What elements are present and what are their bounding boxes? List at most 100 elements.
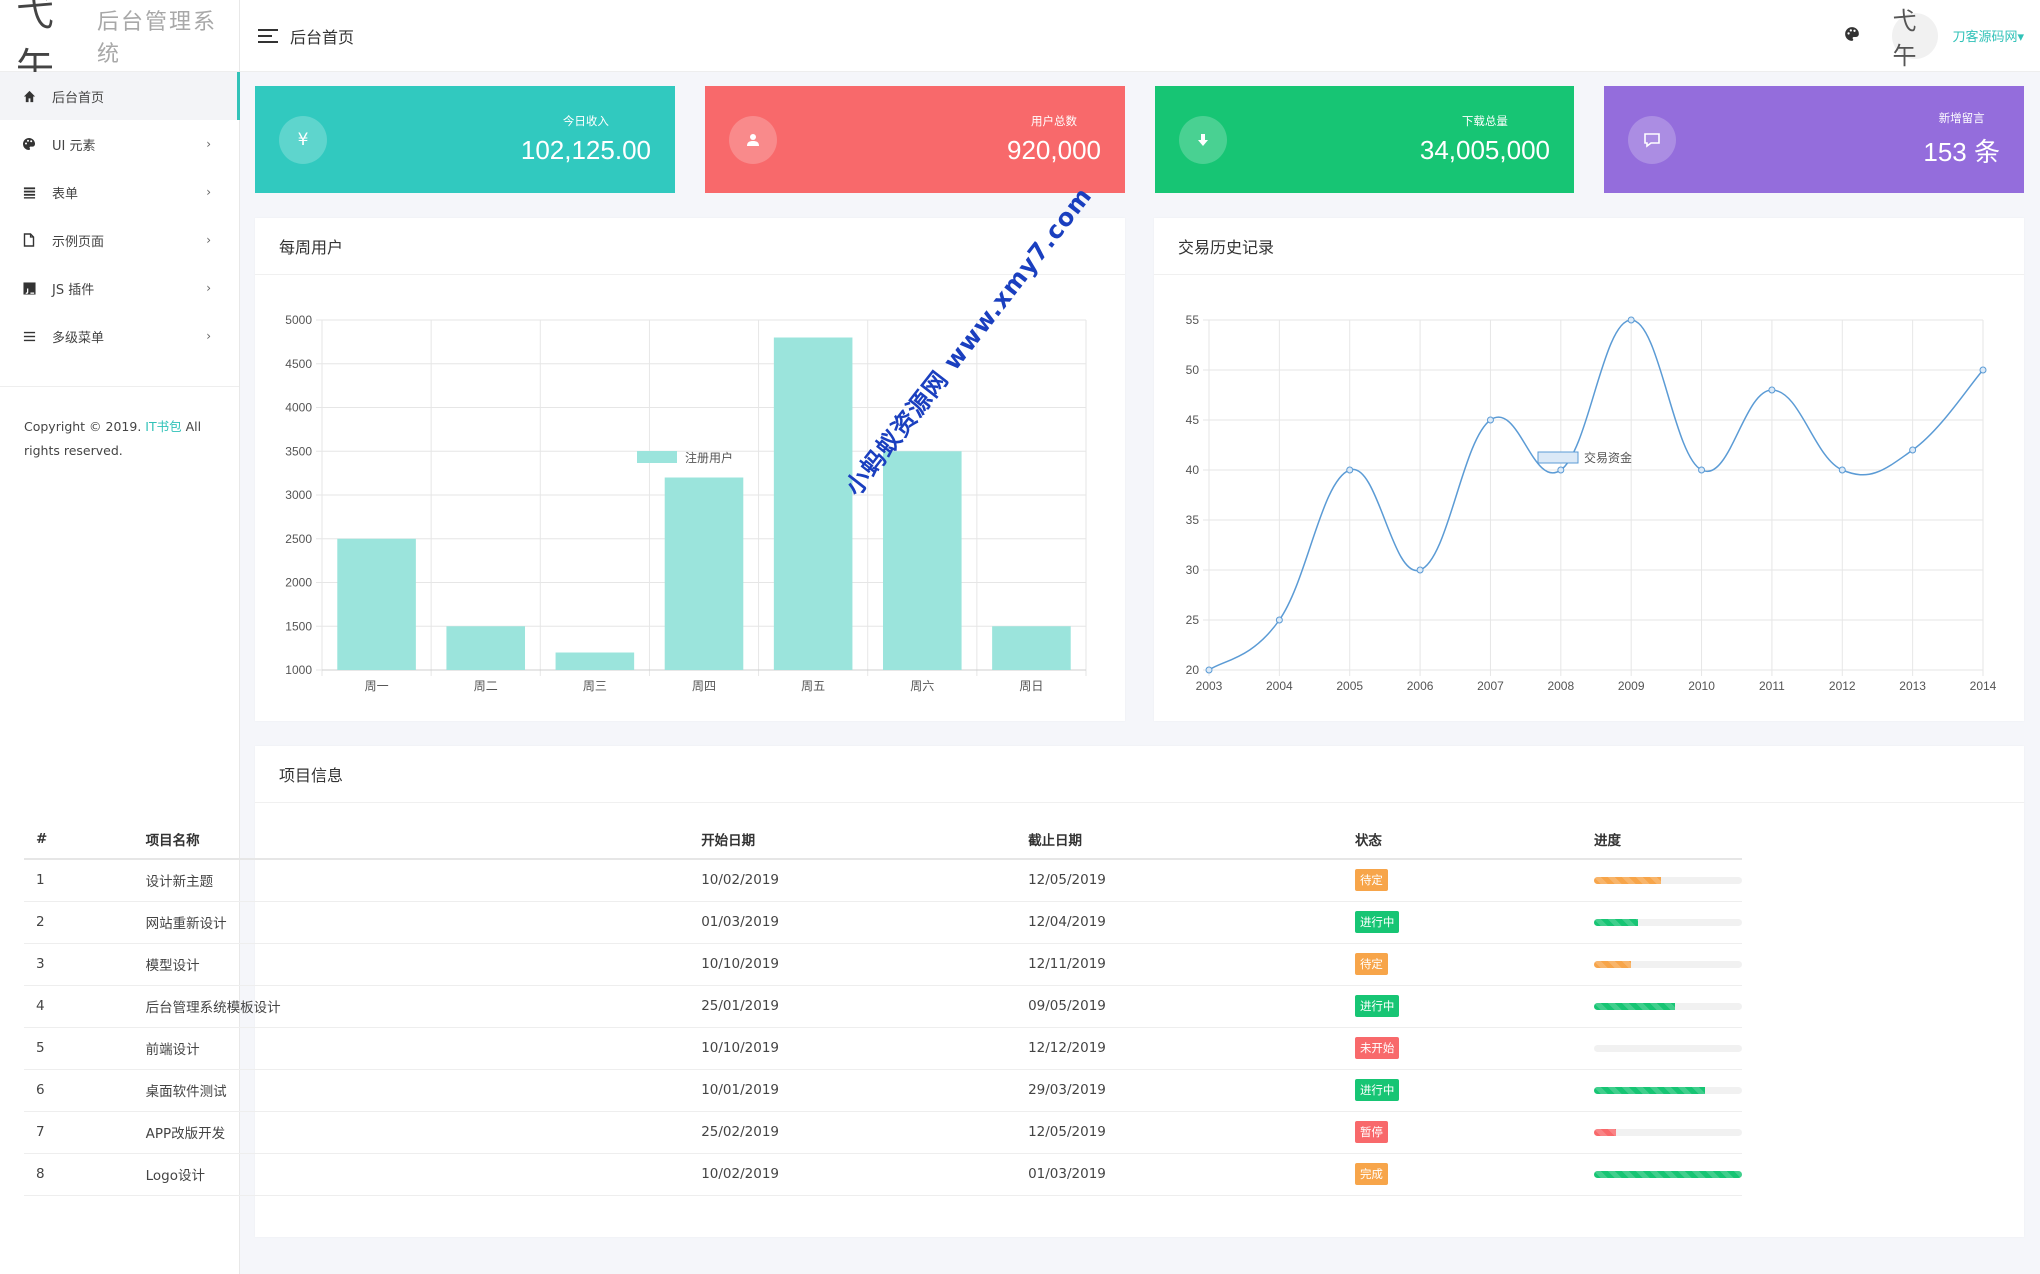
logo[interactable]: 弋午 后台管理系统 [0, 0, 239, 89]
x-tick-label: 2012 [1829, 679, 1856, 693]
data-point [1698, 466, 1706, 474]
y-tick-label: 2000 [285, 576, 312, 590]
data-point [1627, 316, 1635, 324]
cell-id: 4 [24, 985, 134, 1028]
js-icon [22, 281, 36, 295]
user-icon [729, 115, 777, 164]
stat-card-income[interactable]: ¥ 今日收入 102,125.00 [255, 86, 675, 193]
stat-value: 920,000 [1007, 135, 1101, 165]
chevron-right-icon: › [206, 233, 211, 247]
table-row[interactable]: 3 模型设计 10/10/2019 12/11/2019 待定 [24, 943, 1742, 986]
stat-card-messages[interactable]: 新增留言 153 条 [1604, 86, 2024, 193]
stat-card-downloads[interactable]: 下载总量 34,005,000 [1155, 86, 1574, 193]
x-tick-label: 2014 [1970, 679, 1997, 693]
cell-name: 桌面软件测试 [133, 1069, 690, 1112]
chevron-right-icon: › [206, 185, 211, 199]
progress-fill [1594, 1002, 1676, 1010]
table-row[interactable]: 8 Logo设计 10/02/2019 01/03/2019 完成 [24, 1153, 1742, 1196]
progress-fill [1594, 1086, 1705, 1094]
y-tick-label: 45 [1186, 413, 1200, 427]
cell-progress [1582, 1069, 1742, 1112]
cell-end: 12/05/2019 [1016, 1111, 1343, 1154]
sidebar-menu: 后台首页 UI 元素 › 表单 › 示例页面 › J [0, 72, 240, 360]
table-header-row: # 项目名称 开始日期 截止日期 状态 进度 [24, 819, 1742, 860]
copyright-prefix: Copyright © 2019. [24, 419, 146, 434]
stat-card-users[interactable]: 用户总数 920,000 [705, 86, 1125, 193]
y-tick-label: 55 [1186, 313, 1200, 327]
bar [882, 451, 962, 670]
status-badge: 进行中 [1354, 995, 1400, 1017]
stat-value: 102,125.00 [520, 135, 651, 165]
sidebar-item-forms[interactable]: 表单 › [0, 168, 239, 216]
cell-id: 1 [24, 859, 134, 902]
y-tick-label: 1500 [285, 619, 312, 633]
bar [664, 477, 744, 670]
sidebar-item-dashboard[interactable]: 后台首页 [0, 72, 240, 120]
weekly-users-panel: 每周用户 1000 1500 2000 2500 3000 3500 4000 4500 500… [255, 218, 1125, 721]
y-tick-label: 4500 [285, 357, 312, 371]
sidebar-item-multilevel-menu[interactable]: 多级菜单 › [0, 312, 239, 360]
progress-fill [1594, 960, 1631, 968]
sidebar-item-label: JS 插件 [52, 282, 95, 298]
stat-value: 153 条 [1923, 137, 2000, 167]
table-row[interactable]: 5 前端设计 10/10/2019 12/12/2019 未开始 [24, 1027, 1742, 1070]
table-row[interactable]: 1 设计新主题 10/02/2019 12/05/2019 待定 [24, 859, 1742, 902]
palette-icon [22, 137, 36, 151]
y-tick-label: 35 [1186, 513, 1200, 527]
theme-palette-icon[interactable] [1844, 26, 1860, 46]
sidebar-item-sample-pages[interactable]: 示例页面 › [0, 216, 239, 264]
x-tick-label: 2013 [1899, 679, 1926, 693]
top-header: 后台首页 弋午 刀客源码网▾ [240, 0, 2040, 72]
copyright-suffix: All rights reserved. [24, 419, 202, 458]
sidebar-divider [0, 386, 239, 387]
cell-status: 进行中 [1342, 985, 1582, 1028]
legend-swatch [637, 451, 677, 463]
status-badge: 进行中 [1354, 1079, 1400, 1101]
cell-status: 完成 [1342, 1153, 1582, 1196]
status-badge: 完成 [1354, 1163, 1388, 1185]
progress-fill [1594, 918, 1639, 926]
progress-bar [1594, 1170, 1742, 1178]
cell-status: 进行中 [1342, 901, 1582, 944]
y-tick-label: 30 [1186, 563, 1200, 577]
progress-fill [1594, 1128, 1617, 1136]
data-point [1979, 366, 1987, 374]
cell-end: 12/12/2019 [1016, 1027, 1343, 1070]
data-point [1275, 616, 1283, 624]
data-point [1416, 566, 1424, 574]
cell-progress [1582, 859, 1742, 902]
projects-table-body: 1 设计新主题 10/02/2019 12/05/2019 待定 2 网站重新设计 01/03… [24, 859, 1742, 1196]
x-tick-label: 2003 [1196, 679, 1223, 693]
data-point [1486, 416, 1494, 424]
y-tick-label: 50 [1186, 363, 1200, 377]
data-point [1768, 386, 1776, 394]
list-icon [22, 185, 36, 199]
status-badge: 待定 [1354, 953, 1388, 975]
table-row[interactable]: 4 后台管理系统模板设计 25/01/2019 09/05/2019 进行中 [24, 985, 1742, 1028]
avatar[interactable]: 弋午 [1892, 7, 1939, 70]
table-row[interactable]: 7 APP改版开发 25/02/2019 12/05/2019 暂停 [24, 1111, 1742, 1154]
copyright-link[interactable]: IT书包 [145, 419, 182, 434]
projects-table: # 项目名称 开始日期 截止日期 状态 进度 1 设计新主题 10/02/2019 1… [24, 819, 1742, 1196]
x-tick-label: 周六 [910, 679, 934, 693]
cell-status: 暂停 [1342, 1111, 1582, 1154]
cell-id: 5 [24, 1027, 134, 1070]
panel-title: 每周用户 [255, 218, 1125, 275]
stat-label: 新增留言 [1938, 111, 1985, 125]
user-menu[interactable]: 刀客源码网▾ [1952, 26, 2024, 45]
legend-label: 交易资金 [1584, 450, 1632, 465]
cell-status: 未开始 [1342, 1027, 1582, 1070]
table-row[interactable]: 6 桌面软件测试 10/01/2019 29/03/2019 进行中 [24, 1069, 1742, 1112]
hamburger-icon[interactable] [258, 28, 278, 43]
cell-progress [1582, 1111, 1742, 1154]
cell-name: 设计新主题 [133, 859, 690, 902]
cell-end: 29/03/2019 [1016, 1069, 1343, 1112]
cell-end: 12/04/2019 [1016, 901, 1343, 944]
data-point [1557, 466, 1565, 474]
x-tick-label: 周三 [583, 679, 607, 693]
sidebar-item-js-plugins[interactable]: JS 插件 › [0, 264, 239, 312]
menu-icon [22, 329, 36, 343]
sidebar-item-ui-elements[interactable]: UI 元素 › [0, 120, 239, 168]
table-row[interactable]: 2 网站重新设计 01/03/2019 12/04/2019 进行中 [24, 901, 1742, 944]
cell-name: Logo设计 [133, 1153, 690, 1196]
